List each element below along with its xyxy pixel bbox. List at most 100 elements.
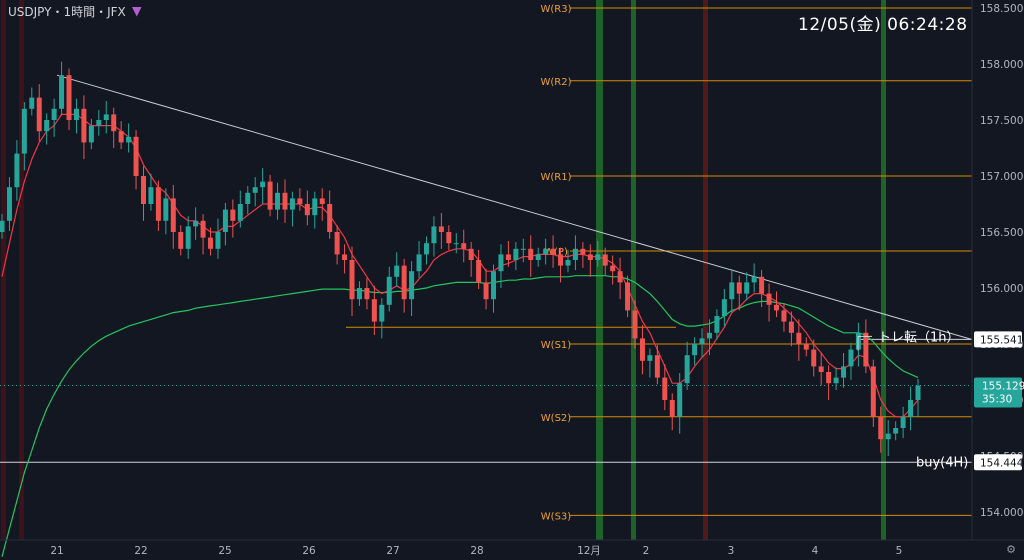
time-tick-label: 28 xyxy=(470,545,483,557)
candle-body xyxy=(237,204,243,221)
time-tick-label: 27 xyxy=(386,545,399,557)
candle-body xyxy=(692,344,698,356)
candle-body xyxy=(759,276,765,294)
symbol-title: USDJPY・1時間・JFX xyxy=(8,5,126,19)
candle-body xyxy=(289,198,295,210)
candle-body xyxy=(885,433,891,440)
candle-body xyxy=(558,254,564,266)
candle-body xyxy=(632,310,638,339)
pivot-label: W(S3) xyxy=(541,511,571,522)
candle-body xyxy=(170,198,176,232)
pivot-level-lines: W(R3) W(R2) W(R1) W(P) W(S1) W(S2) W(S3) xyxy=(0,4,972,522)
candle-body xyxy=(140,176,146,204)
candle-body xyxy=(208,237,214,249)
candle-body xyxy=(543,248,549,255)
candle-body xyxy=(416,254,422,272)
candle-body xyxy=(796,332,802,344)
pivot-label: W(S2) xyxy=(541,413,571,424)
candle-body xyxy=(468,248,474,260)
candle-body xyxy=(386,276,392,305)
candle-body xyxy=(431,226,437,244)
candle-body xyxy=(706,332,712,339)
candle-body xyxy=(14,153,20,188)
candle-body xyxy=(342,254,348,260)
session-band xyxy=(631,0,636,540)
candle-body xyxy=(446,232,452,244)
time-tick-label: 2 xyxy=(643,545,650,557)
candles xyxy=(0,61,921,456)
candle-body xyxy=(59,75,65,109)
candle-body xyxy=(200,220,206,238)
candle-body xyxy=(178,232,184,249)
candle-body xyxy=(275,192,281,210)
candle-body xyxy=(185,226,191,249)
candle-body xyxy=(103,114,109,120)
candle-body xyxy=(319,198,325,204)
candle-body xyxy=(36,97,42,132)
candle-body xyxy=(0,220,5,232)
candle-body xyxy=(729,282,735,300)
price-tick-label: 158.000 xyxy=(980,59,1023,71)
price-tag-value: 155.541 xyxy=(980,334,1023,346)
trendlines xyxy=(56,74,973,341)
candle-body xyxy=(461,243,467,249)
time-tick-label: 12月 xyxy=(577,545,601,557)
candle-body xyxy=(476,260,482,283)
price-tick-label: 156.500 xyxy=(980,227,1023,239)
pivot-label: W(R1) xyxy=(540,172,571,183)
candle-body xyxy=(617,271,623,283)
session-band xyxy=(881,0,886,540)
candle-body xyxy=(133,136,139,176)
candle-body xyxy=(669,400,675,417)
candle-body xyxy=(297,198,303,204)
candle-body xyxy=(163,198,169,221)
candle-body xyxy=(215,232,221,249)
price-axis: 158.500 158.000 157.500 157.000 156.500 156.0… xyxy=(971,0,1024,540)
price-tag xyxy=(974,454,1022,471)
candle-body xyxy=(193,220,199,227)
flag-icon[interactable] xyxy=(131,6,142,17)
candle-body xyxy=(6,187,12,221)
candle-body xyxy=(714,316,720,333)
price-tick-label: 154.000 xyxy=(980,507,1023,519)
annotation-label: トレ転（1h） xyxy=(878,330,960,345)
candle-body xyxy=(282,192,288,210)
symbol-header[interactable]: USDJPY・1時間・JFX xyxy=(8,3,142,20)
price-tag-countdown: 35:30 xyxy=(982,394,1012,406)
candle-body xyxy=(826,372,832,384)
time-tick-label: 25 xyxy=(218,545,231,557)
candle-body xyxy=(736,282,742,294)
candle-body xyxy=(781,310,787,322)
candle-body xyxy=(148,187,154,204)
candle-body xyxy=(818,366,824,372)
candle-body xyxy=(803,344,809,350)
price-tag xyxy=(974,331,1022,348)
candle-body xyxy=(848,349,854,367)
clock-readout: 12/05(金) 06:24:28 xyxy=(798,15,968,35)
candle-body xyxy=(639,338,645,361)
price-tick-label: 157.000 xyxy=(980,171,1023,183)
price-tick-label: 158.500 xyxy=(980,3,1023,15)
price-tick-label: 156.000 xyxy=(980,283,1023,295)
candle-body xyxy=(491,271,497,300)
candle-body xyxy=(245,192,251,204)
settings-icon[interactable]: ⚙ xyxy=(1006,543,1016,556)
chart-labels: トレ転（1h） buy(4H) xyxy=(857,330,968,470)
candle-body xyxy=(602,254,608,266)
candle-body xyxy=(721,299,727,316)
candle-body xyxy=(483,282,489,300)
pivot-label: W(S1) xyxy=(541,340,571,351)
candle-body xyxy=(111,114,117,132)
candle-body xyxy=(677,383,683,417)
session-band xyxy=(596,0,603,540)
candle-body xyxy=(841,366,847,378)
ma-slow-line xyxy=(1,275,919,557)
candle-body xyxy=(73,108,79,120)
candle-body xyxy=(595,254,601,260)
trendline xyxy=(56,74,973,341)
pivot-label: W(R3) xyxy=(540,4,571,15)
candle-body xyxy=(394,265,400,277)
candle-body xyxy=(647,355,653,361)
price-tag xyxy=(974,377,1022,408)
